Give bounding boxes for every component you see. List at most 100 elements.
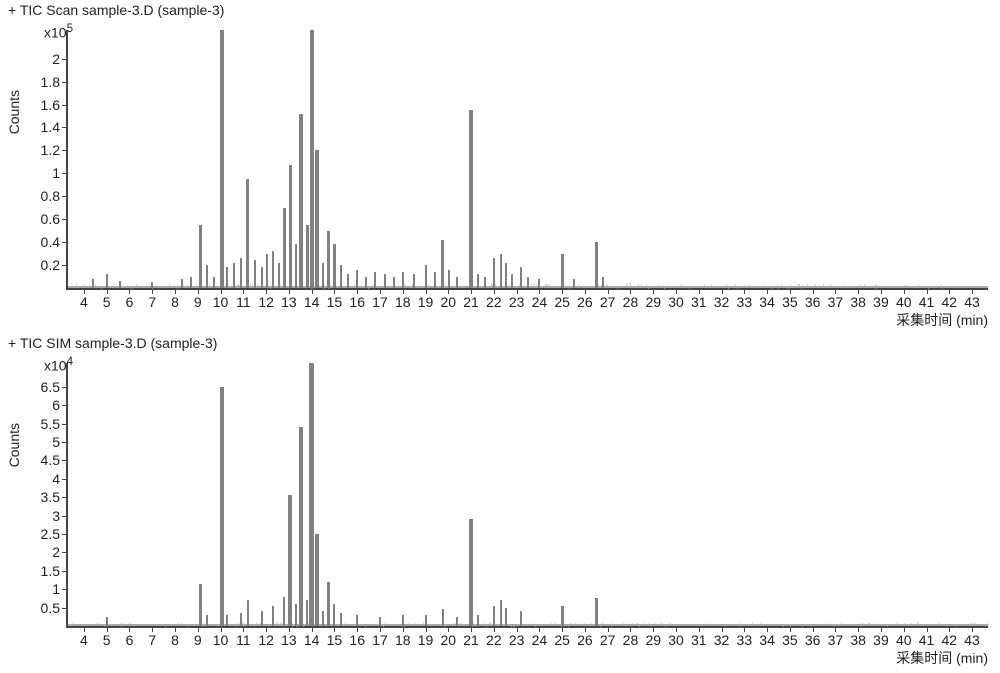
- chromatogram-peak: [561, 606, 564, 626]
- x-tick-label: 26: [577, 626, 593, 648]
- x-tick-label: 40: [896, 626, 912, 648]
- x-tick-label: 23: [509, 288, 525, 310]
- x-tick-label: 22: [486, 626, 502, 648]
- y-tick-label: 0.2: [41, 257, 68, 273]
- y-axis-label: Counts: [6, 90, 22, 134]
- x-tick-label: 16: [349, 288, 365, 310]
- y-tick-label: 2.5: [41, 526, 68, 542]
- chromatogram-peak: [199, 225, 202, 288]
- panel-title: + TIC Scan sample-3.D (sample-3): [8, 2, 224, 18]
- x-tick-label: 23: [509, 626, 525, 648]
- chromatogram-peak: [520, 267, 522, 288]
- y-tick-label: 3: [52, 508, 68, 524]
- chromatogram-peak: [425, 615, 427, 626]
- x-tick-label: 34: [759, 288, 775, 310]
- x-tick-label: 17: [372, 626, 388, 648]
- chromatogram-peak: [595, 598, 598, 626]
- chromatogram-peak: [288, 495, 292, 626]
- x-tick-label: 42: [941, 288, 957, 310]
- chromatogram-peak: [493, 258, 495, 288]
- chromatogram-peak: [220, 387, 224, 626]
- x-tick-label: 15: [327, 288, 343, 310]
- page: { "figure": { "width_px": 1000, "height_…: [0, 0, 1000, 673]
- y-tick-label: 0.5: [41, 600, 68, 616]
- chromatogram-peak: [347, 274, 349, 288]
- chromatogram-peak: [425, 265, 427, 288]
- x-tick-label: 28: [623, 626, 639, 648]
- chromatogram-peak: [573, 279, 575, 288]
- x-tick-label: 9: [194, 288, 202, 310]
- chromatogram-peak: [240, 258, 242, 288]
- x-tick-label: 6: [126, 288, 134, 310]
- chromatogram-peak: [327, 231, 330, 288]
- chromatogram-peak: [261, 611, 263, 626]
- chromatogram-peak: [333, 604, 335, 626]
- chromatogram-peak: [413, 274, 415, 288]
- x-tick-label: 21: [463, 626, 479, 648]
- x-tick-label: 24: [532, 626, 548, 648]
- y-tick-label: 0.6: [41, 211, 68, 227]
- x-tick-label: 37: [828, 626, 844, 648]
- chromatogram-peak: [261, 267, 263, 288]
- chromatogram-peak: [151, 282, 153, 288]
- chromatogram-peak: [356, 615, 358, 626]
- x-tick-label: 13: [281, 626, 297, 648]
- x-tick-label: 22: [486, 288, 502, 310]
- x-tick-label: 14: [304, 626, 320, 648]
- y-tick-label: 3.5: [41, 489, 68, 505]
- x-tick-label: 35: [782, 288, 798, 310]
- chromatogram-peak: [322, 263, 324, 288]
- y-tick-label: 1.8: [41, 74, 68, 90]
- y-tick-label: 0.4: [41, 234, 68, 250]
- chart-panel-top: + TIC Scan sample-3.D (sample-3)x105Coun…: [0, 0, 1000, 333]
- x-tick-label: 15: [327, 626, 343, 648]
- y-tick-label: 6.5: [41, 379, 68, 395]
- chromatogram-peak: [206, 265, 208, 288]
- x-tick-label: 17: [372, 288, 388, 310]
- chromatogram-peak: [561, 254, 564, 288]
- x-tick-label: 20: [441, 288, 457, 310]
- x-tick-label: 33: [737, 288, 753, 310]
- chromatogram-peak: [190, 277, 192, 288]
- chromatogram-peak: [469, 110, 473, 288]
- x-tick-label: 38: [850, 626, 866, 648]
- chromatogram-peak: [295, 604, 297, 626]
- chromatogram-peak: [511, 274, 513, 288]
- chromatogram-peak: [106, 617, 108, 626]
- x-axis-label: 采集时间 (min): [896, 648, 988, 668]
- chromatogram-peak: [246, 179, 249, 288]
- y-tick-label: 2: [52, 51, 68, 67]
- chromatogram-peak: [434, 272, 436, 288]
- x-tick-label: 36: [805, 288, 821, 310]
- chromatogram-peak: [520, 611, 522, 626]
- y-tick-label: 0.8: [41, 188, 68, 204]
- y-tick-label: 5.5: [41, 416, 68, 432]
- chromatogram-peak: [315, 534, 319, 626]
- chromatogram-peak: [272, 606, 274, 626]
- x-tick-label: 31: [691, 288, 707, 310]
- chromatogram-peak: [315, 150, 319, 288]
- x-tick-label: 38: [850, 288, 866, 310]
- x-tick-label: 12: [258, 626, 274, 648]
- chromatogram-peak: [206, 615, 208, 626]
- chromatogram-peak: [365, 277, 367, 288]
- x-tick-label: 21: [463, 288, 479, 310]
- chromatogram-peak: [356, 270, 358, 288]
- chromatogram-peak: [233, 263, 235, 288]
- y-tick-label: 4.5: [41, 452, 68, 468]
- x-tick-label: 14: [304, 288, 320, 310]
- x-tick-label: 41: [919, 288, 935, 310]
- y-tick-label: 2: [52, 544, 68, 560]
- chromatogram-peak: [199, 584, 202, 626]
- x-tick-label: 34: [759, 626, 775, 648]
- chromatogram-peak: [272, 251, 274, 288]
- x-tick-label: 13: [281, 288, 297, 310]
- y-tick-label: 1.6: [41, 97, 68, 113]
- x-tick-label: 30: [668, 626, 684, 648]
- x-tick-label: 27: [600, 288, 616, 310]
- x-tick-label: 29: [645, 288, 661, 310]
- chromatogram-peak: [181, 279, 183, 288]
- chromatogram-peak: [477, 274, 479, 288]
- chromatogram-peak: [283, 208, 286, 288]
- chromatogram-peak: [477, 615, 479, 626]
